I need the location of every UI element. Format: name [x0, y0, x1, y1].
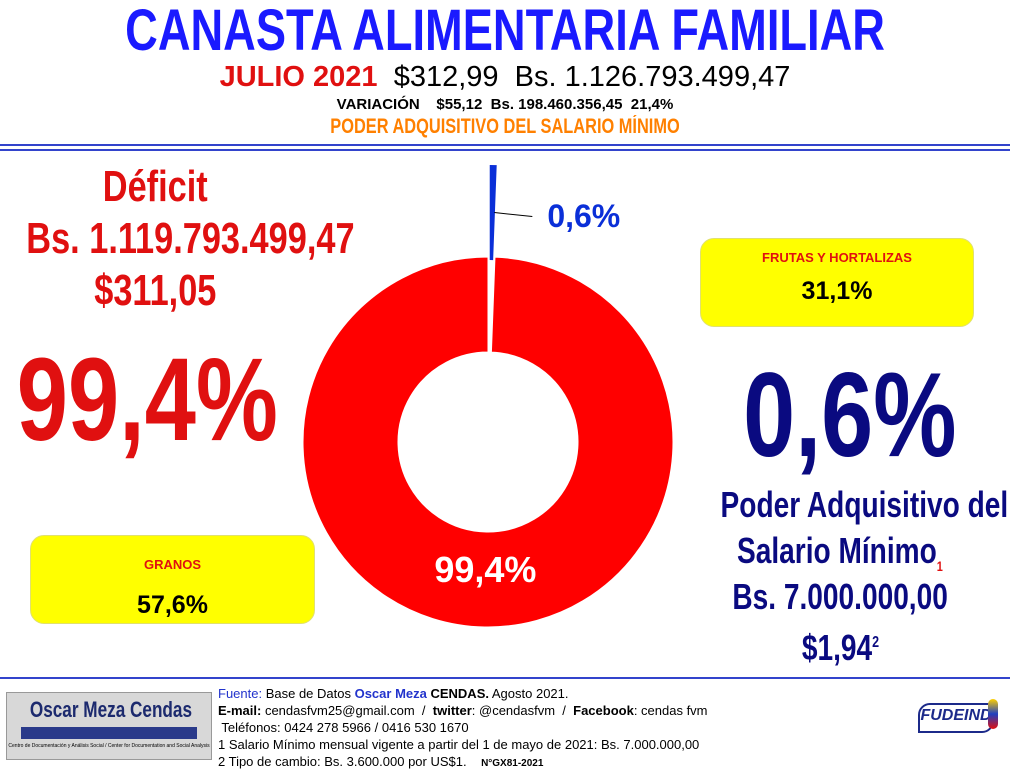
- box-value: 31,1%: [801, 277, 873, 305]
- power-line1-wrap: Poder Adquisitivo del: [680, 484, 1010, 526]
- logo-text-wrap: Oscar Meza Cendas: [7, 697, 211, 723]
- power-usd-group: $1,942: [801, 622, 878, 669]
- source-prefix: Fuente:: [218, 686, 263, 701]
- separator: [0, 149, 1010, 151]
- slice-label: 99,4%: [434, 549, 536, 590]
- email-label: E-mail:: [218, 703, 262, 718]
- box-label: GRANOS: [143, 557, 202, 572]
- logo-bar: [21, 727, 197, 739]
- variation-usd: $55,12: [436, 96, 483, 113]
- source-name: Oscar Meza: [354, 686, 427, 701]
- logo-sub: Centro de Documentación y Análisis Socia…: [8, 743, 210, 749]
- power-line2-group: Salario Mínimo1: [737, 530, 943, 587]
- note: 2 Tipo de cambio: Bs. 3.600.000 por US$1…: [218, 754, 467, 769]
- partner-flag: [988, 699, 998, 729]
- variation-label: VARIACIÓN: [336, 96, 420, 113]
- power-pct: 0,6%: [743, 348, 957, 482]
- code: N°GX81-2021: [481, 758, 544, 769]
- deficit-bs-wrap: Bs. 1.119.793.499,47: [0, 214, 354, 264]
- box-value: 57,6%: [137, 591, 208, 619]
- title: CANASTA ALIMENTARIA FAMILIAR: [125, 0, 885, 63]
- variation-line: VARIACIÓN $55,12 Bs. 198.460.356,45 21,4…: [0, 96, 1010, 114]
- variation-pct: 21,4%: [630, 96, 674, 113]
- deficit-label-wrap: Déficit: [0, 162, 310, 212]
- month: JULIO 2021: [219, 61, 378, 93]
- subtitle-wrap: PODER ADQUISITIVO DEL SALARIO MÍNIMO: [0, 115, 1010, 139]
- facebook: : cendas fvm: [633, 703, 708, 718]
- deficit-usd: $311,05: [93, 266, 217, 315]
- note: 1 Salario Mínimo mensual vigente a parti…: [218, 737, 700, 752]
- power-line2-wrap: Salario Mínimo1: [690, 530, 990, 587]
- power-usd: $1,94: [801, 627, 872, 668]
- twitter: : @cendasfvm /: [471, 703, 574, 718]
- contact-line: E-mail: cendasfvm25@gmail.com / twitter:…: [218, 703, 708, 718]
- partner-name: FUDEIND: [920, 707, 992, 724]
- subtitle: PODER ADQUISITIVO DEL SALARIO MÍNIMO: [330, 115, 680, 138]
- pie-slice: [489, 165, 497, 261]
- title-wrap: CANASTA ALIMENTARIA FAMILIAR: [0, 0, 1010, 62]
- variation-bs: Bs. 198.460.356,45: [490, 96, 623, 113]
- phones: Teléfonos: 0424 278 5966 / 0416 530 1670: [218, 720, 469, 735]
- footnote-mark: 1: [936, 558, 943, 575]
- footnote-mark: 2: [871, 634, 879, 651]
- pie-slice: [302, 256, 674, 628]
- power-line1: Poder Adquisitivo del: [720, 484, 1009, 525]
- leader-line: [494, 212, 533, 218]
- logo-text: Oscar Meza Cendas: [29, 697, 193, 722]
- power-bs-wrap: Bs. 7.000.000,00: [700, 576, 980, 618]
- category-box: FRUTAS Y HORTALIZAS 31,1%: [700, 238, 974, 327]
- deficit-pct-wrap: 99,4%: [0, 335, 290, 465]
- power-line2: Salario Mínimo: [737, 530, 937, 571]
- deficit-pct: 99,4%: [16, 334, 278, 466]
- price-bs: Bs. 1.126.793.499,47: [514, 61, 791, 93]
- box-label: FRUTAS Y HORTALIZAS: [762, 250, 912, 265]
- source-org: CENDAS.: [426, 686, 489, 701]
- deficit-label: Déficit: [102, 162, 208, 211]
- facebook-label: Facebook: [573, 703, 634, 718]
- partner-logo: FUDEIND: [912, 697, 1000, 759]
- price-line: JULIO 2021 $312,99 Bs. 1.126.793.499,47: [0, 60, 1010, 94]
- power-usd-wrap: $1,942: [700, 622, 980, 669]
- power-pct-wrap: 0,6%: [700, 350, 1000, 480]
- logo: Oscar Meza Cendas Centro de Documentació…: [6, 692, 212, 760]
- power-bs: Bs. 7.000.000,00: [732, 576, 948, 617]
- twitter-label: twitter: [432, 703, 472, 718]
- category-box: GRANOS 57,6%: [30, 535, 315, 624]
- price-usd: $312,99: [393, 61, 499, 93]
- source-line: Fuente: Base de Datos Oscar Meza CENDAS.…: [218, 686, 569, 701]
- separator: [0, 144, 1010, 146]
- separator: [0, 677, 1010, 679]
- source-text: Base de Datos: [262, 686, 355, 701]
- email: cendasfvm25@gmail.com /: [261, 703, 433, 718]
- slice-label: 0,6%: [547, 198, 620, 234]
- note-line: 2 Tipo de cambio: Bs. 3.600.000 por US$1…: [218, 754, 543, 769]
- deficit-bs: Bs. 1.119.793.499,47: [26, 214, 355, 263]
- deficit-usd-wrap: $311,05: [0, 266, 310, 316]
- source-date: Agosto 2021.: [488, 686, 569, 701]
